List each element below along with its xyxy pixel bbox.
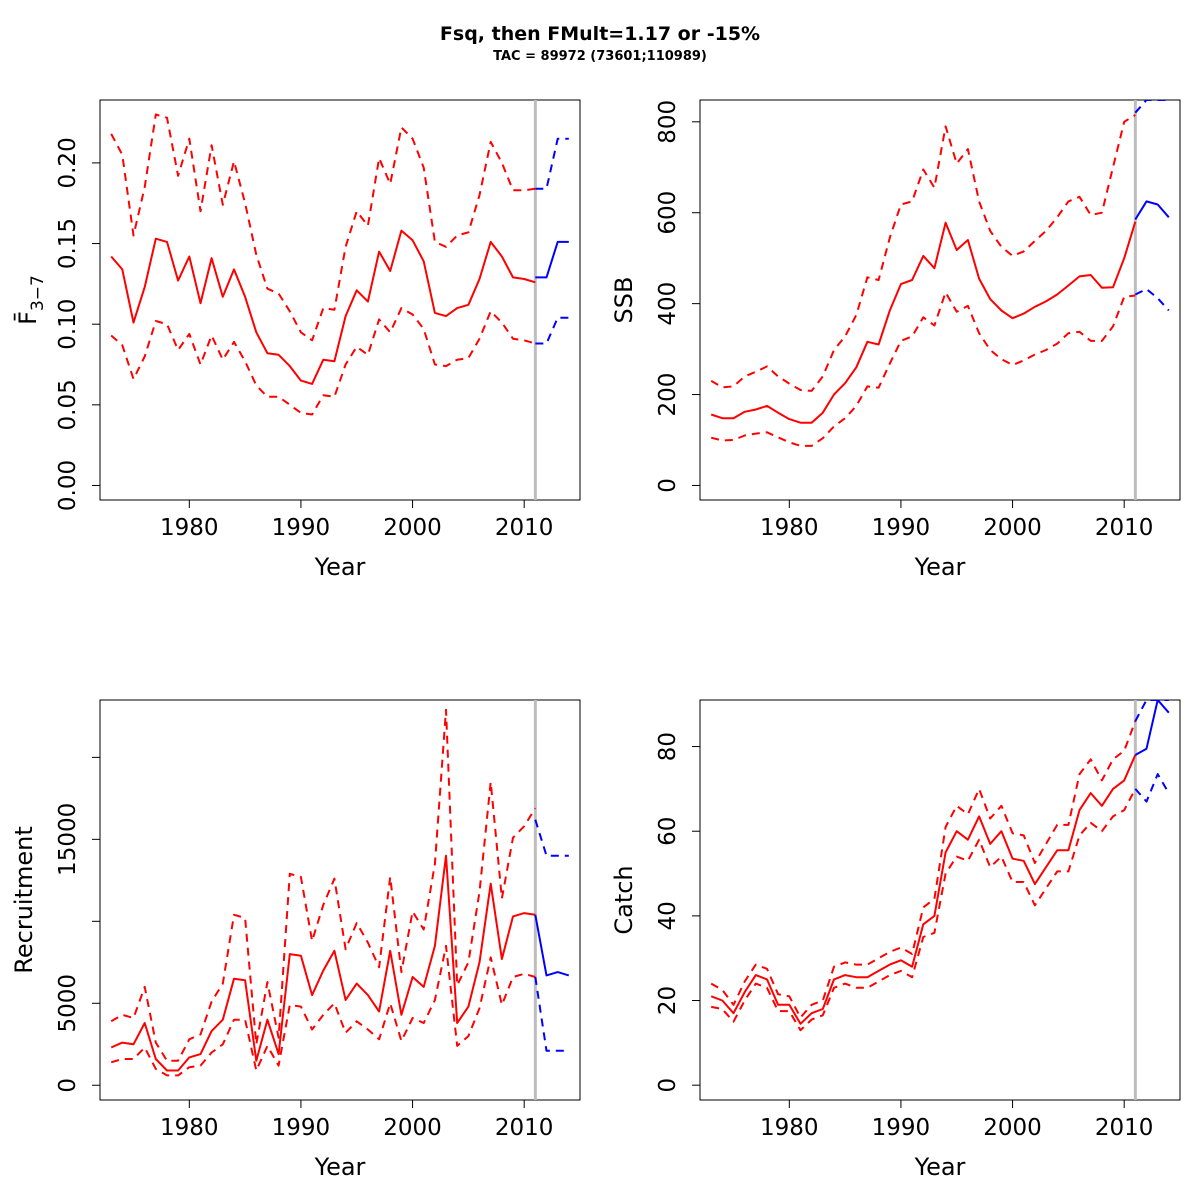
ssb-series-projection-lower [1134, 288, 1170, 312]
recruitment-series-projection-upper [534, 819, 569, 857]
recruitment-series-lower [110, 944, 536, 1077]
figure-title: Fsq, then FMult=1.17 or -15% [440, 23, 760, 45]
catch-series-lower [711, 788, 1137, 1032]
catch-y-tick-label: 0 [655, 1078, 681, 1093]
fbar-series-upper [110, 113, 536, 342]
ssb-plot-frame [699, 99, 1181, 501]
recruitment-x-tick-label: 1990 [272, 1115, 331, 1141]
ssb-series-upper [710, 114, 1136, 392]
fbar-y-tick-label: 0.10 [55, 299, 81, 350]
fbar-series-estimate [110, 229, 536, 385]
ssb-y-tick-label: 0 [655, 478, 681, 493]
fbar-series-group [110, 113, 569, 416]
catch-x-axis-label: Year [914, 1153, 966, 1181]
recruitment-series-projection [534, 914, 570, 977]
recruitment-series-upper [110, 708, 537, 1062]
recruitment-series-group [110, 708, 570, 1077]
ssb-x-tick-label: 1990 [872, 515, 931, 541]
ssb-y-tick-label: 800 [655, 100, 681, 144]
fbar-series-projection [535, 240, 569, 279]
catch-series-group [710, 700, 1170, 1032]
ssb-y-tick-label: 400 [655, 282, 681, 326]
recruitment-plot-frame [99, 699, 581, 1101]
fbar-y-tick-label: 0.15 [55, 218, 81, 269]
catch-x-tick-label: 1980 [760, 1115, 819, 1141]
catch-series-projection-lower [1134, 773, 1170, 803]
ssb-x-tick-label: 2000 [983, 515, 1042, 541]
fbar-x-tick-label: 1980 [160, 515, 219, 541]
catch-series-projection [1134, 700, 1170, 756]
recruitment-x-tick-label: 1980 [160, 1115, 219, 1141]
recruitment-x-tick-label: 2010 [495, 1115, 554, 1141]
recruitment-series-projection-lower [534, 976, 569, 1052]
catch-x-tick-label: 2010 [1095, 1115, 1154, 1141]
fbar-y-tick-label: 0.00 [55, 460, 81, 511]
ssb-series-estimate [710, 221, 1137, 424]
recruitment-y-tick-label: 0 [55, 1078, 81, 1093]
panel-fbar: 1980 1990 2000 2010 Year 0.00 0.05 0.10 0.15 0.20… [13, 99, 581, 581]
figure-subtitle: TAC = 89972 (73601;110989) [493, 49, 707, 64]
fbar-series-projection-upper [535, 137, 569, 190]
fbar-x-tick-label: 1990 [272, 515, 331, 541]
fbar-plot-frame [99, 99, 581, 501]
catch-y-tick-label: 40 [655, 901, 681, 930]
catch-x-tick-label: 2000 [983, 1115, 1042, 1141]
recruitment-y-tick-label: 5000 [55, 974, 81, 1033]
fbar-series-projection-lower [535, 316, 569, 345]
recruitment-y-tick-label: 15000 [55, 803, 81, 876]
ssb-y-tick-label: 200 [655, 373, 681, 417]
ssb-x-tick-label: 2010 [1095, 515, 1154, 541]
recruitment-x-axis-label: Year [314, 1153, 366, 1181]
fbar-series-lower [110, 307, 536, 416]
catch-series-upper [710, 720, 1137, 1019]
ssb-x-axis-label: Year [914, 553, 966, 581]
catch-plot-frame [699, 699, 1181, 1101]
recruitment-series-estimate [110, 854, 536, 1072]
ssb-series-lower [710, 291, 1136, 447]
recruitment-x-tick-label: 2000 [383, 1115, 442, 1141]
catch-y-tick-label: 60 [655, 817, 681, 846]
recruitment-y-axis-label: Recruitment [10, 826, 38, 973]
fbar-y-tick-label: 0.05 [55, 379, 81, 430]
fbar-x-axis-label: Year [314, 553, 366, 581]
ssb-x-tick-label: 1980 [760, 515, 819, 541]
ssb-y-axis-label: SSB [610, 277, 638, 324]
panel-ssb: 1980 1990 2000 2010 Year 0 200 400 600 800 SSB [610, 99, 1181, 581]
fbar-y-axis-label: F̄3−7 [13, 275, 48, 325]
catch-x-tick-label: 1990 [872, 1115, 931, 1141]
fbar-y-tick-label: 0.20 [55, 137, 81, 188]
catch-series-projection-upper [1134, 700, 1169, 722]
panel-recruitment: 1980 1990 2000 2010 Year 0 5000 15000 Recruitmen… [10, 699, 581, 1181]
catch-y-tick-label: 80 [655, 732, 681, 761]
fbar-x-tick-label: 2010 [495, 515, 554, 541]
catch-series-estimate [710, 754, 1137, 1025]
ssb-y-tick-label: 600 [655, 191, 681, 235]
catch-y-axis-label: Catch [610, 865, 638, 934]
fbar-x-tick-label: 2000 [383, 515, 442, 541]
catch-y-tick-label: 20 [655, 986, 681, 1015]
ssb-series-group [710, 100, 1170, 447]
ssb-series-projection [1134, 200, 1170, 221]
panel-catch: 1980 1990 2000 2010 Year 0 20 40 60 80 Catch [610, 699, 1181, 1181]
ssb-series-projection-upper [1134, 100, 1169, 114]
